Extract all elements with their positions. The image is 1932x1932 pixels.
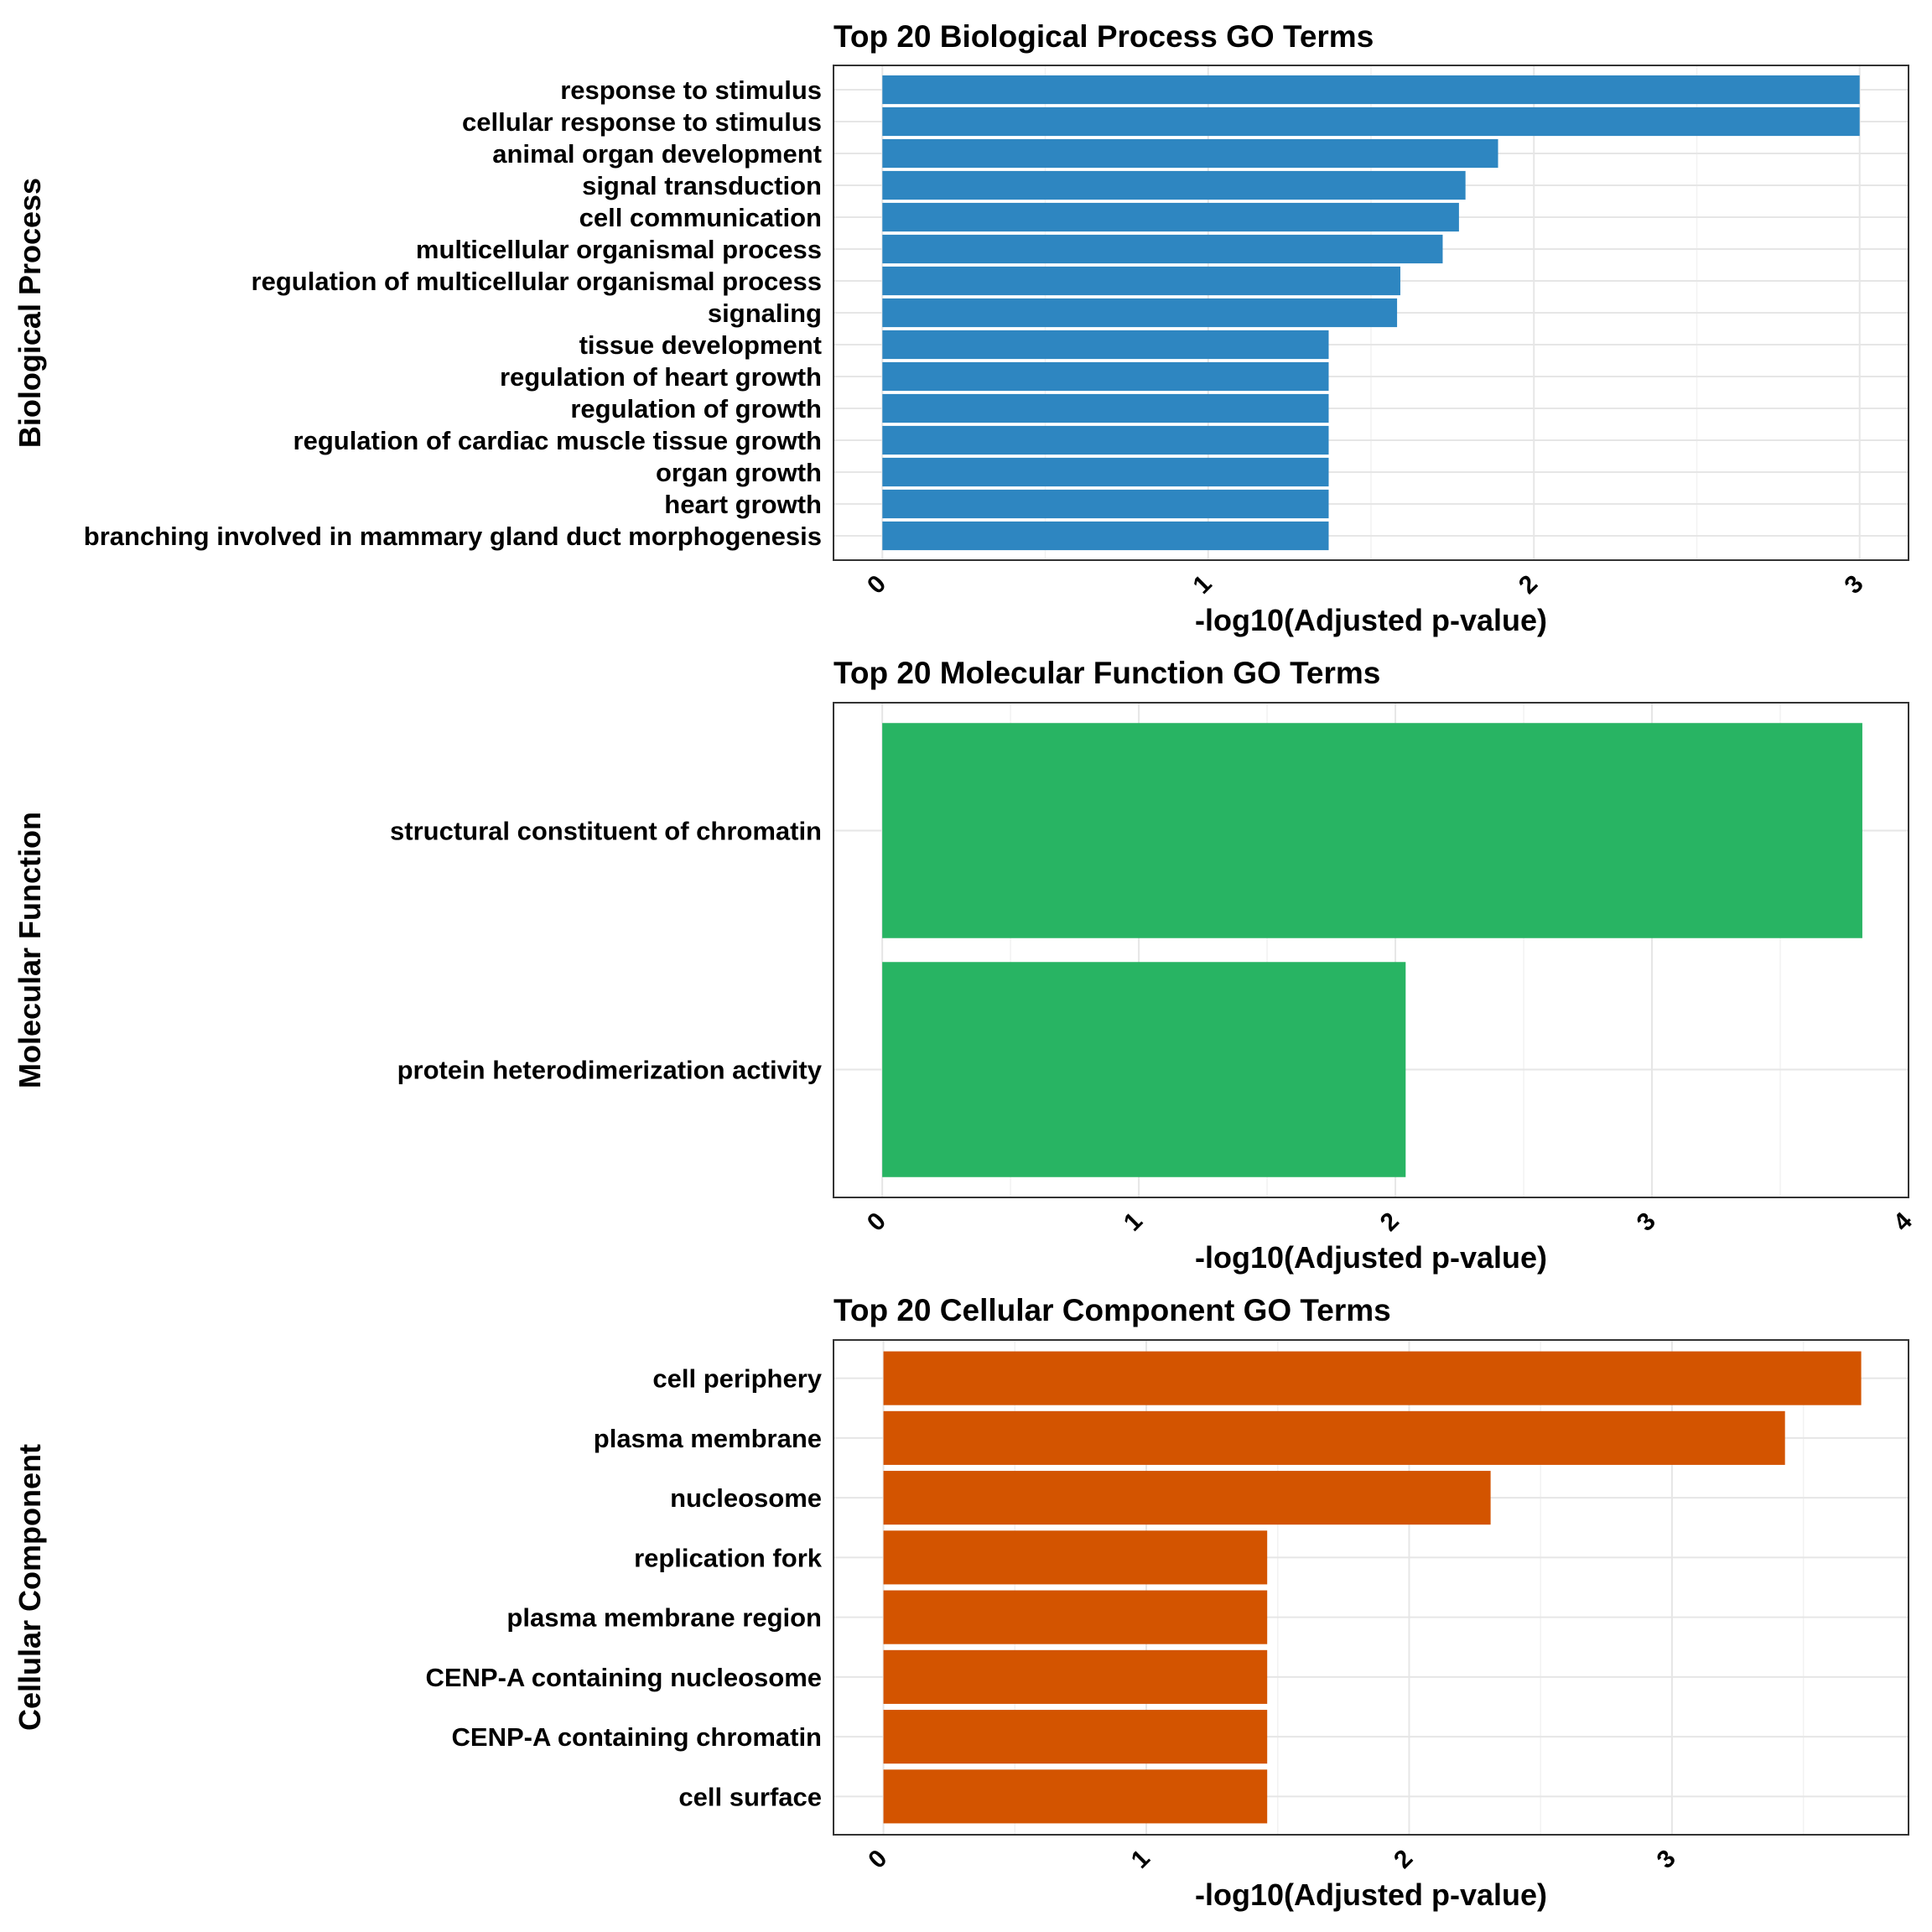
x-tick-label: 1 xyxy=(1119,1208,1148,1237)
x-axis-label: -log10(Adjusted p-value) xyxy=(1195,1877,1547,1912)
category-label: plasma membrane xyxy=(594,1424,822,1453)
category-label: cellular response to stimulus xyxy=(462,107,822,137)
bar xyxy=(883,1530,1268,1585)
x-axis-label: -log10(Adjusted p-value) xyxy=(1195,603,1547,637)
category-label: replication fork xyxy=(634,1543,823,1572)
category-label: cell periphery xyxy=(652,1364,822,1394)
panel-title: Top 20 Biological Process GO Terms xyxy=(834,19,1374,54)
category-label: organ growth xyxy=(656,458,822,487)
bar xyxy=(883,1351,1862,1405)
category-label: plasma membrane region xyxy=(506,1603,822,1633)
y-axis-label: Biological Process xyxy=(13,178,47,448)
category-label: branching involved in mammary gland duct… xyxy=(84,522,822,551)
category-label: tissue development xyxy=(579,330,822,360)
bar xyxy=(882,170,1466,200)
x-tick-label: 0 xyxy=(863,1845,892,1874)
bar xyxy=(883,1471,1491,1525)
category-label: heart growth xyxy=(664,490,822,519)
x-tick-label: 2 xyxy=(1514,570,1543,600)
category-label: multicellular organismal process xyxy=(416,235,822,264)
bar xyxy=(882,106,1860,137)
category-label: regulation of cardiac muscle tissue grow… xyxy=(293,426,822,455)
panel-border xyxy=(833,702,1909,1198)
x-tick-label: 3 xyxy=(1839,570,1868,600)
panel-title: Top 20 Cellular Component GO Terms xyxy=(834,1293,1391,1327)
bar xyxy=(882,723,1862,938)
bar xyxy=(882,266,1400,296)
category-label: cell communication xyxy=(579,203,822,232)
bar xyxy=(882,138,1498,169)
category-label: regulation of heart growth xyxy=(500,362,822,392)
category-label: regulation of growth xyxy=(570,394,822,423)
bar xyxy=(882,425,1329,455)
panel-title: Top 20 Molecular Function GO Terms xyxy=(834,656,1380,690)
category-label: CENP-A containing nucleosome xyxy=(425,1663,822,1692)
bar xyxy=(882,361,1329,392)
panel-border xyxy=(833,65,1909,561)
x-tick-label: 2 xyxy=(1389,1845,1418,1874)
x-tick-label: 3 xyxy=(1652,1845,1681,1874)
bar xyxy=(883,1590,1268,1644)
bar xyxy=(882,962,1406,1177)
panel-border xyxy=(833,1339,1909,1836)
bar xyxy=(882,202,1459,232)
bar xyxy=(882,521,1329,551)
category-label: CENP-A containing chromatin xyxy=(452,1722,822,1752)
bar xyxy=(882,330,1329,360)
x-tick-label: 3 xyxy=(1632,1208,1661,1237)
x-tick-label: 2 xyxy=(1375,1208,1405,1237)
bar xyxy=(882,298,1398,328)
x-tick-label: 0 xyxy=(862,1208,891,1237)
category-label: response to stimulus xyxy=(560,75,822,105)
x-axis-label: -log10(Adjusted p-value) xyxy=(1195,1240,1547,1275)
x-tick-label: 1 xyxy=(1126,1845,1156,1874)
category-label: structural constituent of chromatin xyxy=(390,817,822,846)
bar xyxy=(883,1710,1268,1764)
bar xyxy=(882,489,1329,519)
panel-3: Top 20 Cellular Component GO Terms cell p… xyxy=(13,1293,1909,1912)
bar xyxy=(882,393,1329,423)
category-label: regulation of multicellular organismal p… xyxy=(252,267,822,296)
bar xyxy=(883,1649,1268,1704)
bar xyxy=(882,234,1443,264)
category-label: animal organ development xyxy=(492,139,822,169)
x-tick-label: 4 xyxy=(1888,1207,1918,1236)
category-label: nucleosome xyxy=(670,1483,822,1513)
y-axis-label: Cellular Component xyxy=(13,1444,47,1731)
bar xyxy=(882,457,1329,487)
bar xyxy=(883,1769,1268,1824)
panel-2: Top 20 Molecular Function GO Terms struct… xyxy=(13,656,1918,1275)
category-label: signal transduction xyxy=(582,171,822,200)
y-axis-label: Molecular Function xyxy=(13,812,47,1088)
panel-1: Top 20 Biological Process GO Terms respon… xyxy=(13,19,1909,637)
category-label: signaling xyxy=(708,299,822,328)
category-label: protein heterodimerization activity xyxy=(397,1056,823,1085)
category-label: cell surface xyxy=(678,1782,822,1811)
x-tick-label: 1 xyxy=(1187,570,1217,600)
bar xyxy=(883,1410,1785,1465)
bar xyxy=(882,75,1860,105)
x-tick-label: 0 xyxy=(862,570,891,600)
